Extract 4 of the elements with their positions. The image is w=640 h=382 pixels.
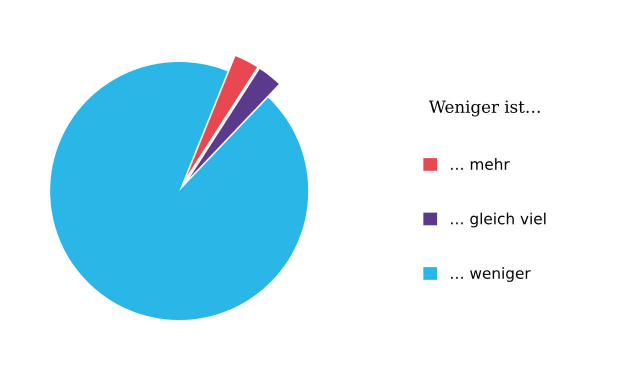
legend-label: … mehr bbox=[451, 158, 510, 170]
legend-label: … gleich viel bbox=[451, 212, 546, 228]
legend-title: Weniger ist… bbox=[428, 100, 540, 116]
legend-label: … weniger bbox=[451, 267, 531, 282]
